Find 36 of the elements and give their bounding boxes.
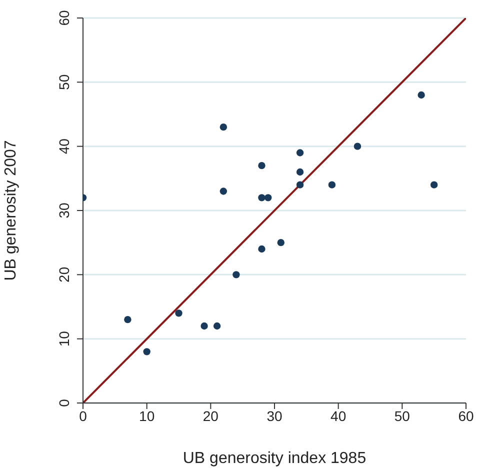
- point: [258, 194, 266, 202]
- point: [220, 123, 228, 131]
- point: [232, 271, 240, 278]
- x-tick-label: 0: [79, 408, 88, 424]
- point: [213, 322, 221, 330]
- point: [264, 194, 272, 202]
- x-tick-label: 10: [139, 408, 155, 424]
- x-tick-label: 30: [266, 408, 282, 424]
- y-tick-label: 20: [56, 266, 72, 282]
- y-tick-label: 0: [56, 398, 72, 407]
- x-tick-label: 40: [330, 408, 346, 424]
- point: [277, 238, 284, 246]
- point: [143, 348, 150, 356]
- point: [296, 168, 304, 176]
- point: [296, 149, 304, 156]
- y-tick-label: 60: [56, 10, 72, 26]
- point: [430, 181, 438, 188]
- x-axis-title: UB generosity index 1985: [182, 450, 366, 467]
- point: [328, 181, 336, 188]
- y-tick-label: 50: [56, 74, 72, 90]
- y-axis-title: UB generosity 2007: [2, 140, 20, 281]
- point: [175, 310, 182, 317]
- x-tick-label: 20: [202, 408, 219, 424]
- point: [220, 188, 228, 195]
- point: [296, 181, 304, 188]
- point: [258, 162, 266, 170]
- point: [418, 91, 425, 99]
- y-tick-label: 10: [56, 330, 72, 347]
- point: [258, 245, 266, 253]
- point: [200, 322, 208, 330]
- x-tick-label: 60: [458, 408, 474, 424]
- y-tick-label: 40: [56, 138, 72, 154]
- y-tick-label: 30: [56, 202, 72, 218]
- x-tick-label: 50: [394, 408, 410, 424]
- point: [354, 142, 362, 150]
- point: [124, 316, 132, 324]
